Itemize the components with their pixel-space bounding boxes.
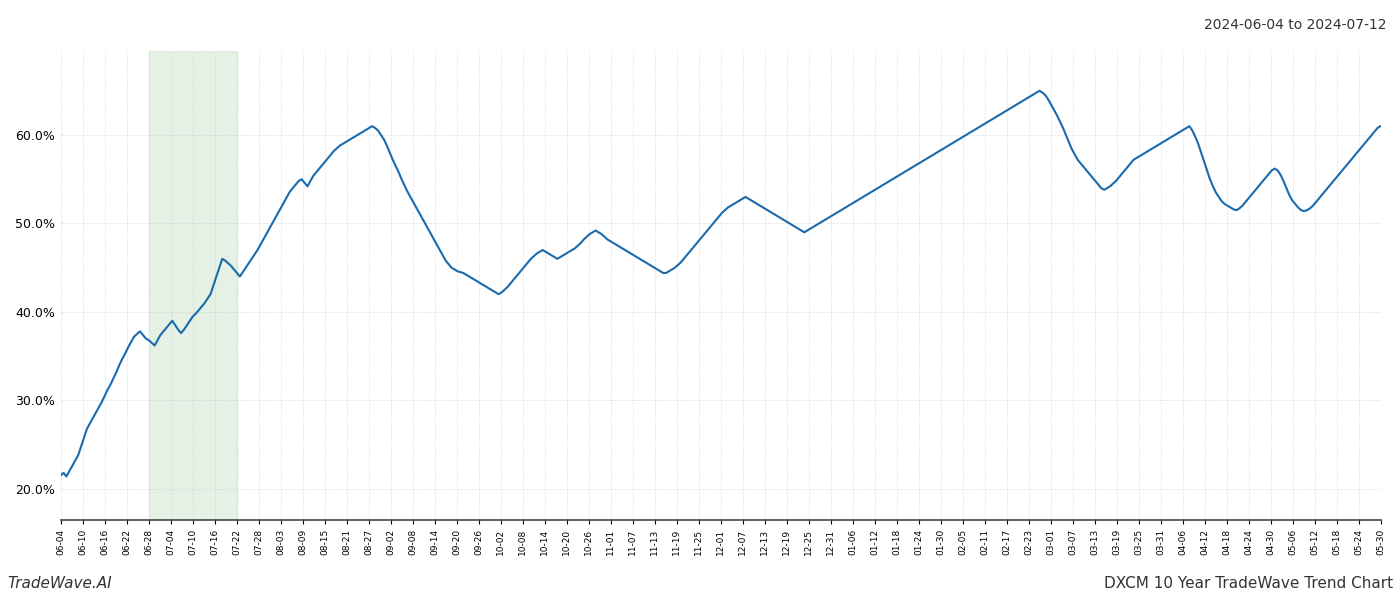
Text: DXCM 10 Year TradeWave Trend Chart: DXCM 10 Year TradeWave Trend Chart bbox=[1103, 576, 1393, 591]
Bar bbox=[148, 51, 237, 520]
Text: TradeWave.AI: TradeWave.AI bbox=[7, 576, 112, 591]
Text: 2024-06-04 to 2024-07-12: 2024-06-04 to 2024-07-12 bbox=[1204, 18, 1386, 32]
